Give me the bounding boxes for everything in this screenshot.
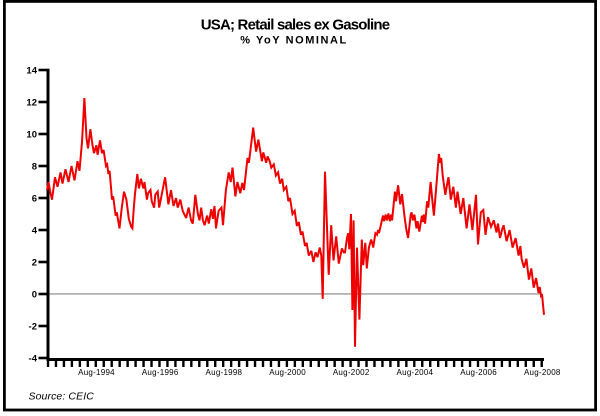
svg-text:Aug-1994: Aug-1994 — [78, 368, 115, 377]
svg-text:-2: -2 — [29, 321, 37, 332]
svg-text:USA; Retail sales ex Gasoline: USA; Retail sales ex Gasoline — [201, 17, 390, 34]
svg-text:6: 6 — [32, 193, 37, 204]
svg-text:Aug-2000: Aug-2000 — [269, 368, 306, 377]
svg-text:10: 10 — [26, 129, 37, 140]
svg-text:Aug-2004: Aug-2004 — [397, 368, 434, 377]
svg-text:0: 0 — [32, 289, 37, 300]
svg-text:2: 2 — [32, 257, 37, 268]
svg-text:Aug-2006: Aug-2006 — [460, 368, 497, 377]
svg-text:Aug-1996: Aug-1996 — [142, 368, 179, 377]
svg-text:8: 8 — [32, 161, 37, 172]
svg-text:-4: -4 — [29, 353, 38, 364]
svg-text:% YoY NOMINAL: % YoY NOMINAL — [240, 34, 348, 46]
svg-text:4: 4 — [32, 225, 38, 236]
svg-text:Aug-2008: Aug-2008 — [524, 368, 561, 377]
svg-text:Aug-2002: Aug-2002 — [333, 368, 370, 377]
svg-text:14: 14 — [26, 65, 37, 76]
svg-text:12: 12 — [26, 97, 37, 108]
svg-text:Source: CEIC: Source: CEIC — [29, 390, 95, 402]
svg-text:Aug-1998: Aug-1998 — [206, 368, 243, 377]
